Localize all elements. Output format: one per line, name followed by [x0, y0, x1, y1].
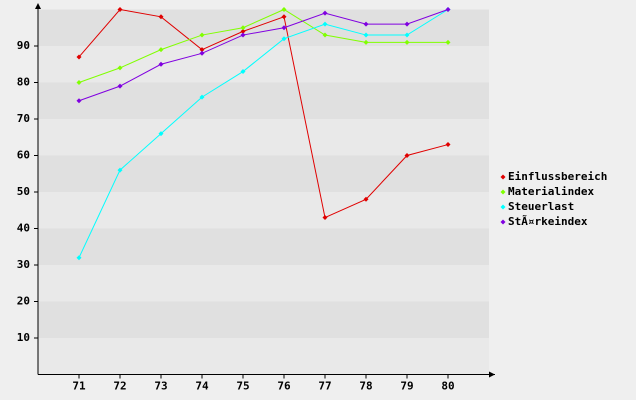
grid-band	[38, 338, 489, 375]
point	[199, 94, 205, 100]
y-tick-label: 50	[17, 185, 30, 198]
grid-band	[38, 46, 489, 83]
legend-marker	[500, 219, 506, 225]
x-tick-label: 80	[441, 380, 454, 393]
legend-label: Steuerlast	[508, 200, 574, 213]
x-tick-label: 72	[113, 380, 126, 393]
point	[158, 61, 164, 67]
point	[404, 32, 410, 38]
x-tick-label: 74	[195, 380, 209, 393]
y-tick-label: 40	[17, 222, 30, 235]
x-tick-label: 75	[236, 380, 249, 393]
point	[281, 36, 287, 42]
point	[76, 98, 82, 104]
point	[445, 142, 451, 148]
point	[158, 14, 164, 20]
point	[281, 7, 287, 12]
grid-band	[38, 265, 489, 302]
point	[76, 54, 82, 60]
legend-label: Einflussbereich	[508, 170, 607, 183]
grid-band	[38, 155, 489, 192]
point	[240, 32, 246, 38]
point	[404, 21, 410, 27]
point	[445, 39, 451, 45]
point	[199, 50, 205, 56]
grid-band	[38, 301, 489, 338]
point	[240, 69, 246, 75]
point	[363, 196, 369, 202]
point	[158, 47, 164, 53]
y-tick-label: 80	[17, 76, 30, 89]
x-tick-label: 77	[318, 380, 331, 393]
point	[322, 21, 328, 27]
legend-label: Materialindex	[508, 185, 594, 198]
series-line	[78, 9, 449, 102]
grid-band	[38, 192, 489, 229]
point	[404, 39, 410, 45]
grid-band	[38, 9, 489, 46]
point	[322, 32, 328, 38]
point	[76, 255, 82, 261]
series-line	[78, 8, 448, 83]
x-tick-label: 79	[400, 380, 413, 393]
x-tick-label: 78	[359, 380, 372, 393]
grid-band	[38, 228, 489, 265]
x-tick-label: 76	[277, 380, 291, 393]
series-line	[78, 9, 449, 258]
y-tick-label: 20	[17, 295, 30, 308]
point	[240, 28, 246, 34]
x-axis-arrow	[489, 371, 495, 378]
point	[363, 21, 369, 27]
point	[404, 153, 410, 158]
grid-band	[38, 119, 489, 156]
y-tick-label: 10	[17, 331, 30, 344]
legend-marker	[500, 174, 506, 180]
point	[445, 7, 451, 12]
point	[76, 80, 82, 85]
point	[281, 25, 287, 31]
y-tick-label: 70	[17, 112, 30, 125]
point	[240, 25, 246, 31]
x-tick-label: 73	[154, 380, 167, 393]
point	[117, 7, 123, 12]
point	[281, 14, 287, 20]
point	[363, 39, 369, 45]
point	[199, 47, 205, 53]
point	[199, 32, 205, 38]
point	[117, 83, 123, 89]
legend-label: StÃ¤rkeindex	[508, 215, 588, 228]
x-tick-label: 71	[72, 380, 86, 393]
series-line	[78, 8, 449, 219]
grid-band	[38, 82, 489, 119]
legend-marker	[500, 204, 506, 210]
point	[363, 32, 369, 38]
point	[322, 215, 328, 221]
y-tick-label: 30	[17, 258, 30, 271]
legend-marker	[500, 189, 506, 195]
y-tick-label: 60	[17, 149, 30, 162]
point	[158, 131, 164, 137]
y-tick-label: 90	[17, 39, 30, 52]
point	[117, 167, 123, 173]
point	[322, 10, 328, 16]
point	[117, 65, 123, 71]
y-axis-arrow	[35, 3, 41, 9]
